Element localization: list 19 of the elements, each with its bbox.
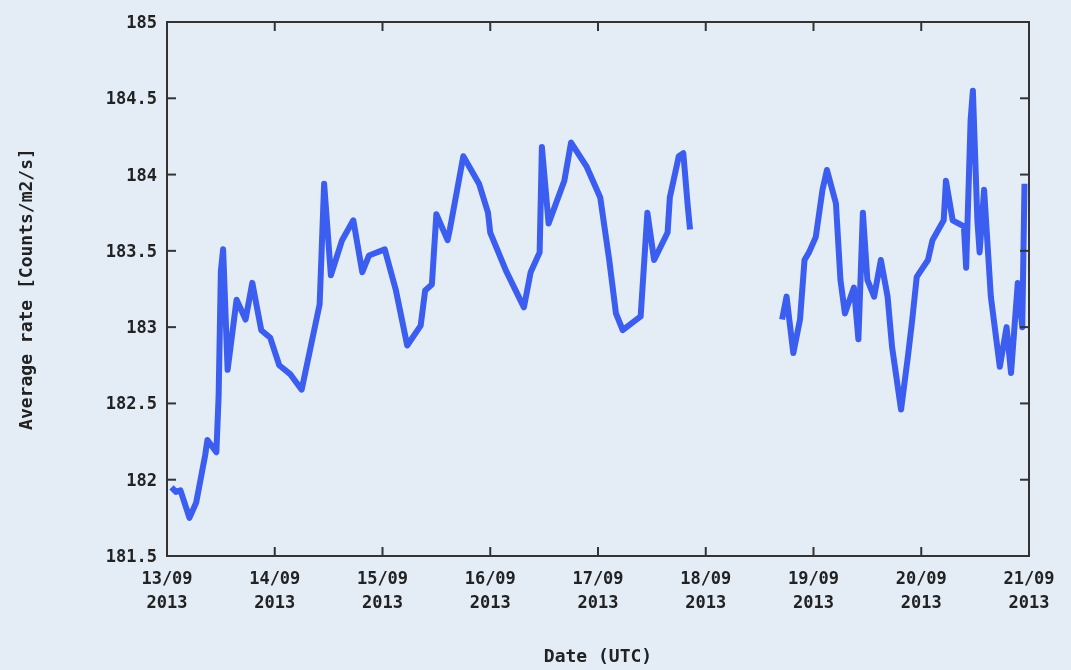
x-tick-label: 14/09 2013 [249,568,301,612]
x-tick-label: 13/09 2013 [141,568,193,612]
y-tick-label: 183.5 [105,240,157,261]
x-tick-label: 16/09 2013 [464,568,516,612]
x-tick-label: 17/09 2013 [572,568,624,612]
y-tick-label: 184.5 [105,88,157,109]
y-axis-title: Average rate [Counts/m2/s] [15,148,36,430]
x-tick-label: 20/09 2013 [895,568,947,612]
y-tick-label: 184 [126,164,157,185]
x-tick-label: 18/09 2013 [680,568,732,612]
y-tick-label: 182.5 [105,393,157,414]
x-tick-label: 19/09 2013 [787,568,840,612]
x-tick-label: 21/09 2013 [1003,568,1055,612]
y-tick-label: 185 [126,11,157,32]
y-tick-label: 181.5 [105,545,157,566]
y-tick-label: 183 [126,317,157,338]
y-tick-label: 182 [126,469,157,490]
x-axis-title: Date (UTC) [543,645,653,666]
x-tick-label: 15/09 2013 [356,568,409,612]
